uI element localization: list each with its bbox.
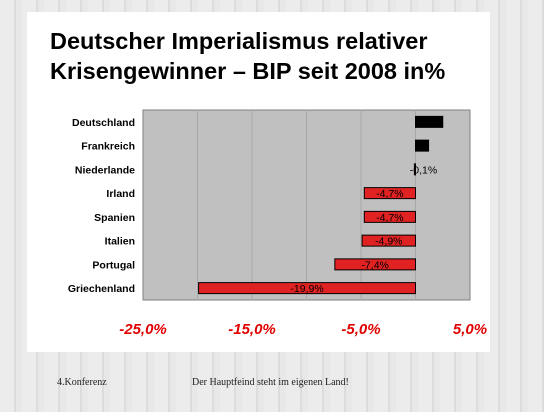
data-label: -4,7% xyxy=(376,212,403,224)
bar-niederlande xyxy=(413,163,417,176)
bar-griechenland xyxy=(198,282,416,295)
category-label: Irland xyxy=(106,188,135,200)
data-label: -0,1% xyxy=(410,164,437,176)
title-line-2: Krisengewinner – BIP seit 2008 in% xyxy=(50,58,446,84)
category-label: Spanien xyxy=(94,212,135,224)
bar-irland xyxy=(363,187,416,200)
x-tick-label: 5,0% xyxy=(453,321,487,338)
bar-portugal xyxy=(334,258,416,271)
data-label: -4,7% xyxy=(376,188,403,200)
title-line-1: Deutscher Imperialismus relativer xyxy=(50,28,428,54)
bar-frankreich xyxy=(415,139,430,152)
x-tick-label: -25,0% xyxy=(119,321,167,338)
category-label: Portugal xyxy=(92,259,135,271)
slide-title: Deutscher Imperialismus relativer Krisen… xyxy=(50,26,510,86)
x-tick-label: -15,0% xyxy=(228,321,276,338)
category-label: Frankreich xyxy=(81,141,135,153)
category-label: Griechenland xyxy=(68,283,135,295)
category-label: Deutschland xyxy=(72,117,135,129)
data-label: -4,9% xyxy=(375,236,402,248)
bar-deutschland xyxy=(415,115,444,128)
category-label: Niederlande xyxy=(75,164,135,176)
x-tick-label: -5,0% xyxy=(341,321,380,338)
data-label: -19,9% xyxy=(290,283,323,295)
footer-conference: 4.Konferenz xyxy=(57,377,107,388)
data-label: -7,4% xyxy=(361,259,388,271)
bar-spanien xyxy=(363,210,416,223)
footer-slogan: Der Hauptfeind steht im eigenen Land! xyxy=(192,377,349,388)
bar-italien xyxy=(361,234,416,247)
category-label: Italien xyxy=(105,236,135,248)
